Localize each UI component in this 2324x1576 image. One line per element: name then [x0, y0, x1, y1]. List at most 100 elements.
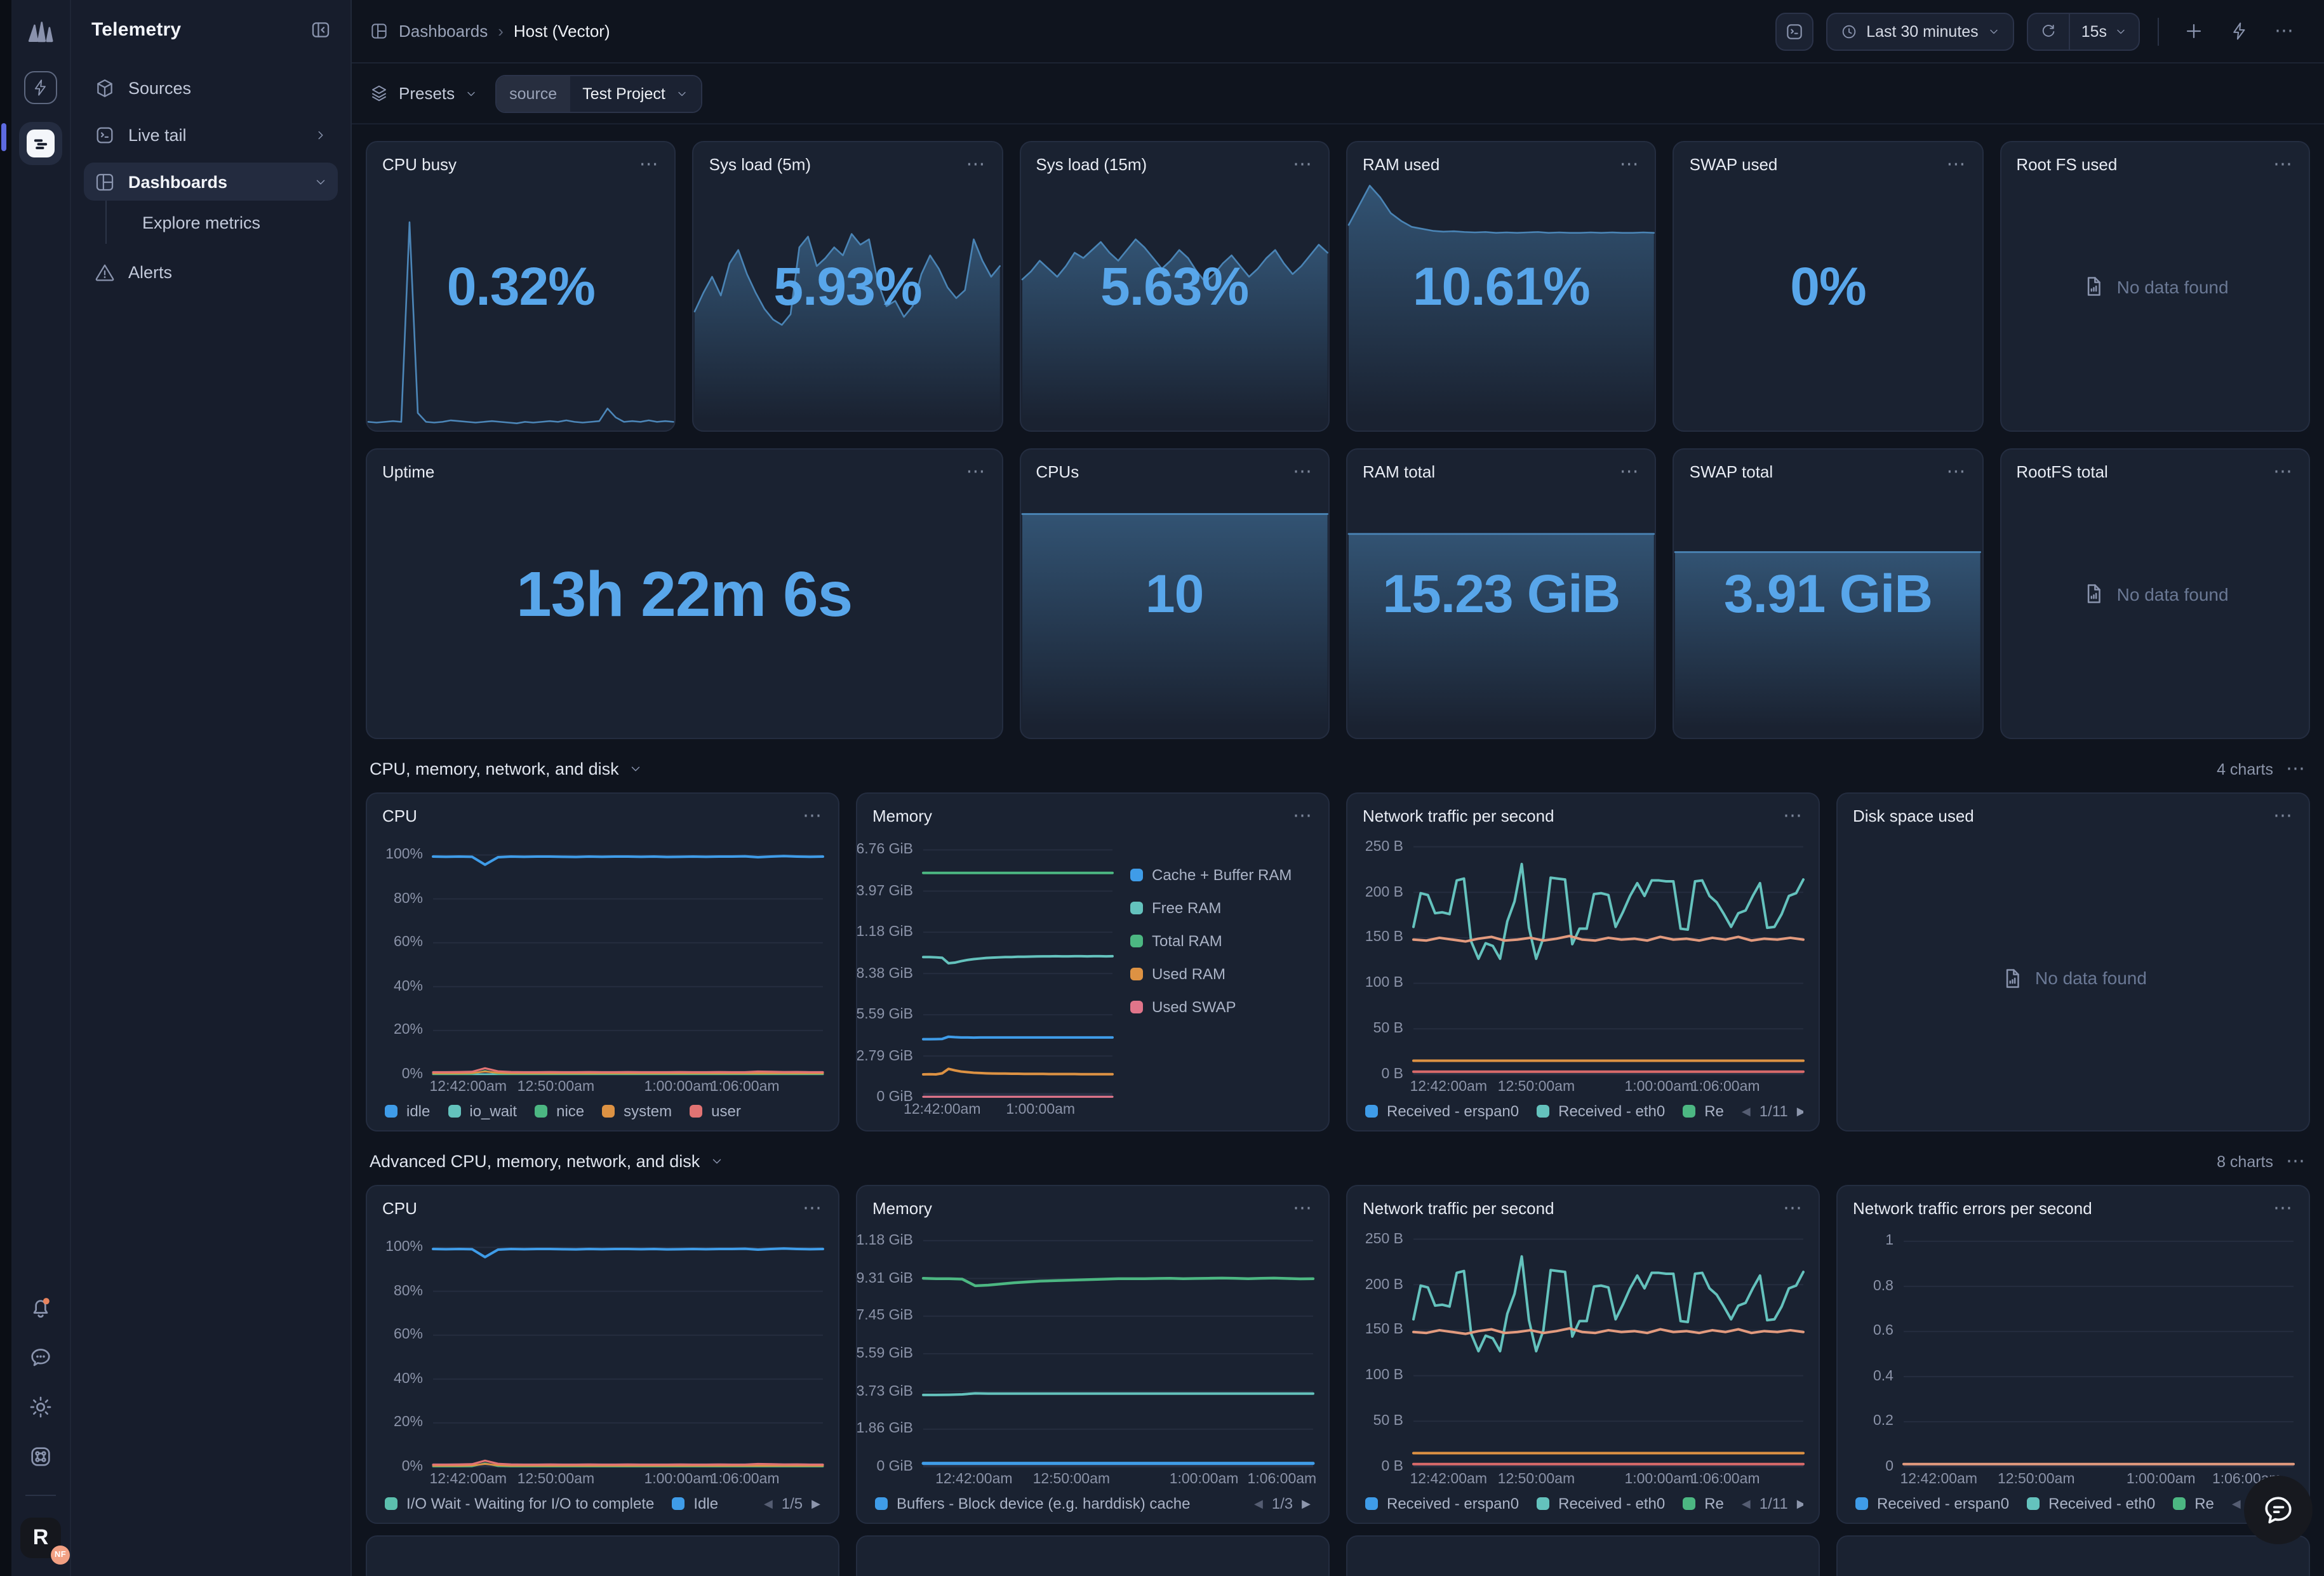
theme-sun-icon[interactable]: [24, 1391, 57, 1424]
panel-menu-icon[interactable]: ⋯: [2273, 460, 2294, 482]
panel-menu-icon[interactable]: ⋯: [1292, 153, 1313, 175]
chevron-down-icon[interactable]: [629, 762, 643, 776]
panel-menu-icon[interactable]: ⋯: [1292, 460, 1313, 482]
panel-menu-icon[interactable]: ⋯: [1946, 153, 1967, 175]
panel-menu-icon[interactable]: ⋯: [2273, 1197, 2294, 1219]
legend-item[interactable]: Used SWAP: [1130, 998, 1236, 1016]
legend-item[interactable]: Re: [2173, 1495, 2214, 1513]
legend-item[interactable]: Re: [1683, 1495, 1724, 1513]
collapse-sidebar-icon[interactable]: [307, 17, 333, 43]
legend-item[interactable]: Received - erspan0: [1365, 1102, 1519, 1120]
chart-plot[interactable]: [433, 1225, 823, 1467]
chart-plot[interactable]: [1413, 1225, 1803, 1467]
legend-item[interactable]: system: [602, 1102, 672, 1120]
chart-plot[interactable]: [923, 1225, 1313, 1467]
support-chat-button[interactable]: [2244, 1476, 2313, 1544]
breadcrumb-section[interactable]: Dashboards: [399, 22, 488, 41]
toolbar-divider: [2158, 17, 2159, 45]
panel-menu-icon[interactable]: ⋯: [639, 153, 660, 175]
legend-prev-icon[interactable]: ◀: [2231, 1497, 2241, 1509]
legend-label: Received - eth0: [1558, 1495, 1666, 1513]
legend-next-icon[interactable]: ▶: [1302, 1497, 1311, 1509]
panel-menu-icon[interactable]: ⋯: [1293, 805, 1313, 826]
panel-menu-icon[interactable]: ⋯: [803, 1197, 823, 1219]
legend-prev-icon[interactable]: ◀: [1253, 1497, 1263, 1509]
legend-item[interactable]: nice: [535, 1102, 584, 1120]
panel-menu-icon[interactable]: ⋯: [1619, 153, 1640, 175]
chart-plot[interactable]: [923, 833, 1112, 1097]
y-tick-label: 40%: [393, 978, 423, 994]
legend-next-icon[interactable]: ▶: [1797, 1104, 1803, 1118]
legend-item[interactable]: Received - erspan0: [1365, 1495, 1519, 1513]
refresh-interval-select[interactable]: 15s: [2068, 13, 2139, 49]
chart-plot[interactable]: [1413, 833, 1803, 1074]
user-avatar[interactable]: R NF: [20, 1518, 70, 1565]
y-tick-label: 200 B: [1365, 885, 1403, 900]
y-axis-labels: 0 GiB 1.86 GiB 3.73 GiB 5.59 GiB 7.45 GiB 9.3…: [857, 1225, 923, 1474]
panel-menu-icon[interactable]: ⋯: [1293, 1197, 1313, 1219]
sidebar-item-sources[interactable]: Sources: [84, 69, 338, 107]
legend-item[interactable]: Total RAM: [1130, 932, 1222, 950]
legend-item[interactable]: io_wait: [448, 1102, 517, 1120]
legend-item[interactable]: Re: [1683, 1102, 1724, 1120]
legend-prev-icon[interactable]: ◀: [1741, 1497, 1751, 1509]
notifications-bell-icon[interactable]: [24, 1292, 57, 1325]
presets-dropdown[interactable]: Presets: [370, 84, 477, 103]
legend-item[interactable]: Free RAM: [1130, 899, 1221, 917]
stat-value: 5.63%: [1100, 256, 1249, 316]
legend-item[interactable]: user: [690, 1102, 741, 1120]
chart-plot[interactable]: [1904, 1225, 2294, 1467]
legend-item[interactable]: Received - erspan0: [1855, 1495, 2009, 1513]
lightning-icon[interactable]: [2222, 15, 2255, 48]
panel-menu-icon[interactable]: ⋯: [1619, 460, 1640, 482]
panel-menu-icon[interactable]: ⋯: [2273, 805, 2294, 826]
panel-menu-icon[interactable]: ⋯: [1783, 1197, 1803, 1219]
legend-item[interactable]: Received - eth0: [1537, 1495, 1665, 1513]
legend-prev-icon[interactable]: ◀: [1741, 1104, 1751, 1117]
window-edge: [0, 0, 11, 1576]
app-logo-icon[interactable]: [24, 15, 57, 48]
legend-item[interactable]: Used RAM: [1130, 965, 1225, 983]
legend-item[interactable]: Received - eth0: [1537, 1102, 1665, 1120]
legend-item[interactable]: Buffers - Block device (e.g. harddisk) c…: [875, 1495, 1190, 1513]
legend-item[interactable]: Idle: [672, 1495, 718, 1513]
panel-menu-icon[interactable]: ⋯: [1783, 805, 1803, 826]
more-options-icon[interactable]: ⋯: [2274, 20, 2295, 41]
active-nav-indicator: [1, 123, 6, 151]
panel-menu-icon[interactable]: ⋯: [2273, 153, 2294, 175]
x-tick-label: 1:00:00am: [1169, 1472, 1239, 1487]
legend-item[interactable]: Received - eth0: [2027, 1495, 2155, 1513]
chevron-down-icon[interactable]: [710, 1154, 724, 1168]
variable-selector[interactable]: source Test Project: [495, 74, 702, 112]
panel-menu-icon[interactable]: ⋯: [966, 153, 987, 175]
legend-item[interactable]: idle: [385, 1102, 430, 1120]
legend-next-icon[interactable]: ▶: [1797, 1497, 1803, 1511]
section-menu-icon[interactable]: ⋯: [2286, 1150, 2306, 1172]
legend-label: Buffers - Block device (e.g. harddisk) c…: [897, 1495, 1191, 1513]
stat-panel-cpus: CPUs ⋯ 10: [1019, 448, 1330, 739]
telemetry-app-item[interactable]: [19, 122, 62, 165]
panel-view-button[interactable]: [1775, 12, 1813, 50]
section-menu-icon[interactable]: ⋯: [2286, 758, 2306, 779]
sidebar-item-explore-metrics[interactable]: Explore metrics: [84, 201, 338, 244]
command-menu-icon[interactable]: [24, 1440, 57, 1473]
chart-plot[interactable]: [433, 833, 823, 1074]
layers-icon: [372, 85, 386, 102]
sidebar-item-live-tail[interactable]: Live tail: [84, 116, 338, 154]
stat-value: 3.91 GiB: [1723, 563, 1933, 623]
refresh-button[interactable]: [2028, 13, 2069, 49]
legend-next-icon[interactable]: ▶: [811, 1497, 820, 1509]
feedback-chat-icon[interactable]: [24, 1341, 57, 1374]
sidebar-item-dashboards[interactable]: Dashboards: [84, 163, 338, 201]
quick-actions-icon[interactable]: [24, 71, 57, 104]
legend-item[interactable]: Cache + Buffer RAM: [1130, 866, 1292, 884]
add-panel-icon[interactable]: [2177, 15, 2210, 48]
panel-menu-icon[interactable]: ⋯: [803, 805, 823, 826]
legend-prev-icon[interactable]: ◀: [763, 1497, 773, 1509]
x-tick-label: 1:06:00am: [710, 1472, 780, 1487]
legend-item[interactable]: I/O Wait - Waiting for I/O to complete: [385, 1495, 654, 1513]
sidebar-item-alerts[interactable]: Alerts: [84, 253, 338, 291]
time-range-picker[interactable]: Last 30 minutes: [1826, 12, 2014, 50]
panel-menu-icon[interactable]: ⋯: [1946, 460, 1967, 482]
panel-menu-icon[interactable]: ⋯: [966, 460, 987, 482]
